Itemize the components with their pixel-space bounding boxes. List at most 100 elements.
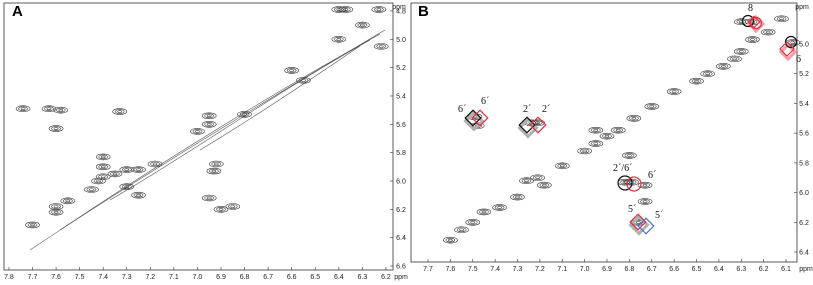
contour-ring <box>27 222 38 228</box>
contour-ring <box>208 160 224 168</box>
contour-ring <box>230 205 236 208</box>
y-tick-label: 5.6 <box>799 131 809 138</box>
y-tick-label: 6.0 <box>396 179 406 186</box>
contour-ring <box>666 88 682 95</box>
x-tick-label: 6.7 <box>647 266 657 273</box>
peak <box>60 197 76 205</box>
peak <box>208 160 224 168</box>
contour-ring <box>201 194 217 202</box>
contour-ring <box>588 140 604 147</box>
x-tick-label: 6.1 <box>781 266 791 273</box>
peak <box>95 163 111 171</box>
contour-ring <box>702 71 713 77</box>
peak-annotation: 6´ <box>648 170 656 181</box>
contour-ring <box>602 133 612 139</box>
peak <box>25 221 40 229</box>
peak <box>201 194 217 202</box>
peak <box>745 36 760 43</box>
contour-ring <box>593 142 599 145</box>
peak-annotation: 8 <box>748 3 753 14</box>
contour-ring <box>119 183 135 190</box>
peak <box>53 106 69 114</box>
x-tick-label: 7.3 <box>513 266 523 273</box>
contour-ring <box>53 127 59 130</box>
highlight-circle <box>626 176 642 192</box>
x-tick-label: 6.9 <box>602 266 612 273</box>
y-tick-label: 5.0 <box>396 37 406 44</box>
contour-ring <box>443 236 458 244</box>
contour-ring <box>454 226 469 234</box>
contour-ring <box>631 117 637 120</box>
contour-ring <box>53 205 59 208</box>
contour-ring <box>448 238 453 242</box>
peak <box>644 103 660 110</box>
contour-ring <box>557 163 568 169</box>
peak <box>727 55 742 63</box>
contour-ring <box>582 149 587 153</box>
x-tick-label: 6.5 <box>692 266 702 273</box>
peak <box>84 186 99 193</box>
peak <box>131 166 146 173</box>
peak <box>476 208 492 216</box>
peak <box>119 183 135 190</box>
contour-ring <box>121 167 132 172</box>
contour-ring <box>112 108 127 115</box>
contour-ring <box>95 163 111 171</box>
contour-ring <box>201 112 217 120</box>
contour-ring <box>642 200 648 203</box>
contour-ring <box>512 194 523 200</box>
contour-ring <box>642 183 648 187</box>
contour-ring <box>55 107 66 113</box>
contour-ring <box>30 223 35 227</box>
contour-ring <box>95 173 111 181</box>
peak <box>554 162 570 170</box>
peak <box>519 177 534 185</box>
contour-ring <box>615 128 621 132</box>
contour-ring <box>89 188 94 191</box>
contour-ring <box>535 121 540 125</box>
contour-ring <box>60 197 76 205</box>
contour-ring <box>206 123 212 126</box>
contour-ring <box>591 141 601 146</box>
x-tick-label: 6.2 <box>381 274 391 281</box>
peak <box>131 191 146 199</box>
contour-ring <box>86 187 97 192</box>
x-tick-label: 6.7 <box>263 274 273 281</box>
x-axis-label: ppm <box>394 274 408 281</box>
contour-ring <box>201 121 217 128</box>
peak <box>530 174 545 182</box>
x-tick-label: 6.8 <box>240 274 250 281</box>
peak <box>626 115 642 122</box>
contour-ring <box>213 206 229 213</box>
contour-ring <box>530 174 545 182</box>
contour-ring <box>524 179 529 183</box>
contour-ring <box>114 109 125 114</box>
contour-ring <box>44 106 54 112</box>
x-tick-label: 6.9 <box>216 274 226 281</box>
contour-ring <box>51 204 61 209</box>
contour-ring <box>779 17 784 21</box>
contour-ring <box>46 107 52 111</box>
x-tick-label: 7.5 <box>75 274 85 281</box>
contour-ring <box>65 199 71 203</box>
peak <box>201 121 217 128</box>
peak-annotation: 2´ <box>523 104 531 115</box>
ridge-line <box>199 45 361 151</box>
panel-frame <box>410 2 798 263</box>
contour-ring <box>721 65 726 68</box>
x-tick-label: 7.0 <box>193 274 203 281</box>
peak <box>454 226 469 234</box>
peak <box>689 77 704 85</box>
contour-ring <box>218 208 224 211</box>
peak-annotation: 5´ <box>655 210 663 221</box>
contour-ring <box>355 21 370 29</box>
x-tick-label: 7.2 <box>145 274 155 281</box>
contour-ring <box>519 177 534 185</box>
peak <box>296 77 311 84</box>
contour-ring <box>745 36 760 43</box>
contour-ring <box>211 169 217 173</box>
contour-ring <box>736 19 747 25</box>
contour-ring <box>100 175 106 179</box>
contour-ring <box>510 193 525 201</box>
